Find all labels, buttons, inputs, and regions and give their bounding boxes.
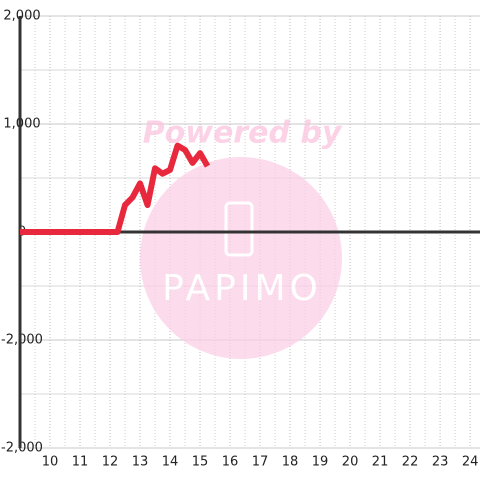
- watermark-text: Powered by: [143, 116, 343, 151]
- watermark-circle: [140, 157, 342, 359]
- y-tick-label: 2,000: [3, 9, 40, 24]
- x-tick-label: 16: [222, 455, 239, 470]
- data-line: [20, 142, 211, 235]
- x-tick-label: 14: [162, 455, 179, 470]
- plot: 2,0001,0000-2,000-2,00010111213141516171…: [1, 9, 480, 470]
- x-tick-label: 23: [432, 455, 449, 470]
- x-tick-label: 18: [282, 455, 299, 470]
- x-tick-label: 15: [192, 455, 209, 470]
- x-tick-label: 22: [402, 455, 419, 470]
- watermark-phone: [224, 201, 254, 257]
- x-tick-label: 17: [252, 455, 269, 470]
- x-tick-label: 12: [102, 455, 119, 470]
- x-tick-label: 13: [132, 455, 149, 470]
- y-tick-label: 1,000: [3, 117, 40, 132]
- x-tick-label: 19: [312, 455, 329, 470]
- x-tick-label: 11: [72, 455, 89, 470]
- x-tick-label: 24: [462, 455, 479, 470]
- x-tick-label: 20: [342, 455, 359, 470]
- x-tick-label: 10: [42, 455, 59, 470]
- y-tick-label: -2,000: [1, 333, 43, 348]
- y-tick-label: -2,000: [1, 441, 43, 456]
- watermark-logo: PAPIMO: [162, 268, 322, 309]
- x-tick-label: 21: [372, 455, 389, 470]
